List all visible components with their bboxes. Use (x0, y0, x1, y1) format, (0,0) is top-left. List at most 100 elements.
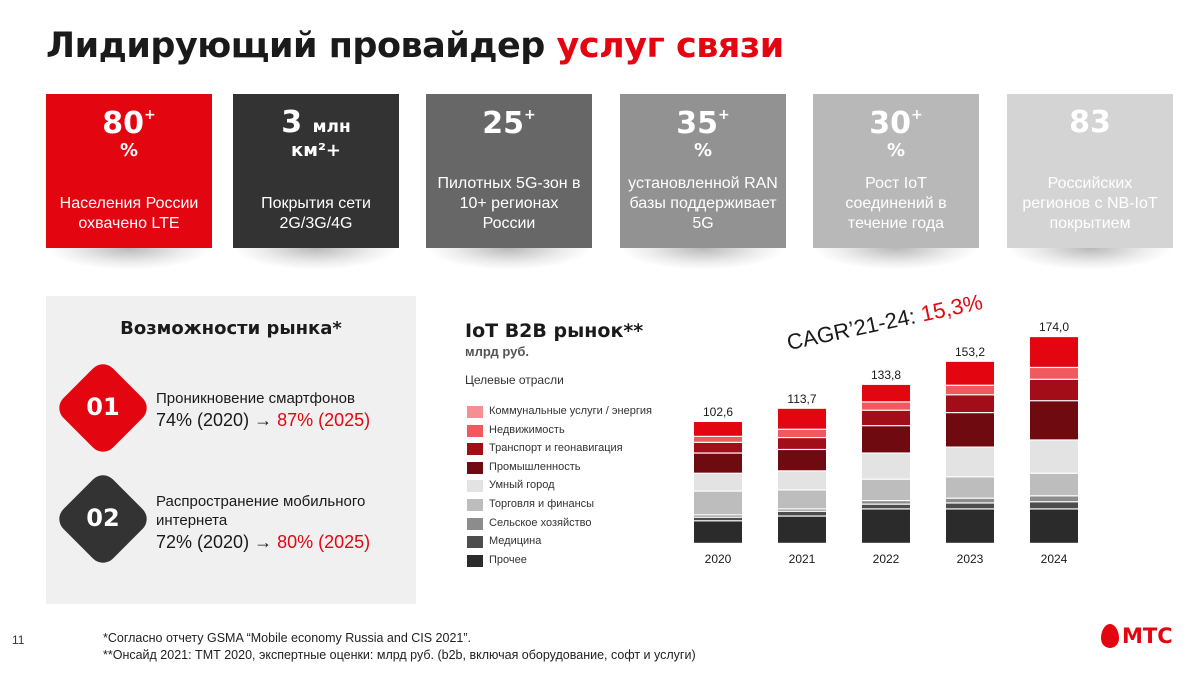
kpi-value: 35+ (620, 108, 786, 139)
legend-label: Умный город (489, 479, 555, 492)
bar-total-label: 153,2 (955, 345, 985, 359)
bar-segment (1030, 379, 1078, 401)
footnote-2: **Онсайд 2021: ТМТ 2020, экспертные оцен… (103, 648, 696, 662)
bar-segment (694, 515, 742, 517)
bar-total-label: 174,0 (1039, 320, 1069, 334)
badge-02: 02 (53, 469, 153, 569)
market-opportunities-panel: Возможности рынка* 01 Проникновение смар… (46, 296, 416, 604)
bar-segment (778, 450, 826, 471)
kpi-description: Пилотных 5G-зон в 10+ регионах России (437, 175, 581, 232)
kpi-plus: + (911, 107, 923, 123)
kpi-suffix: км²+ (291, 140, 341, 161)
footnote-1: *Согласно отчету GSMA “Mobile economy Ru… (103, 631, 471, 645)
kpi-description: Рост IoT соединений в течение года (845, 175, 947, 232)
bar-total-label: 102,6 (703, 405, 733, 419)
bar-segment (1030, 337, 1078, 367)
kpi-card: 25+ Пилотных 5G-зон в 10+ регионах России (426, 94, 592, 248)
title-main: Лидирующий провайдер (46, 26, 545, 66)
bar-segment (1030, 473, 1078, 496)
legend-swatch (467, 480, 483, 493)
kpi-card: 83 Российских регионов с NB-IoT покрытием (1007, 94, 1173, 248)
x-tick-label: 2024 (1041, 552, 1068, 566)
opportunities-title: Возможности рынка* (120, 318, 342, 339)
kpi-card: 30+% Рост IoT соединений в течение года (813, 94, 979, 248)
kpi-number: 25 (482, 106, 524, 141)
legend-label: Транспорт и геонавигация (489, 442, 623, 455)
card-shadow (46, 248, 212, 270)
bar-segment (1030, 368, 1078, 379)
bar-segment (862, 426, 910, 453)
arrow: → (254, 410, 273, 430)
kpi-number: 83 (1069, 105, 1111, 140)
bar-segment (778, 509, 826, 511)
bar-total-label: 133,8 (871, 368, 901, 382)
opportunity-to: 80% (2025) (277, 532, 371, 552)
legend-swatch (467, 498, 483, 511)
bar-segment (778, 429, 826, 437)
logo-text: МТС (1122, 624, 1173, 648)
opportunity-from: 74% (2020) (156, 410, 250, 430)
card-shadow (813, 248, 979, 270)
legend-label: Торговля и финансы (489, 497, 595, 510)
bar-segment (862, 501, 910, 504)
legend-swatch (467, 517, 483, 530)
legend-swatch (467, 424, 483, 437)
card-shadow (620, 248, 786, 270)
legend-label: Недвижимость (489, 423, 565, 436)
opportunity-label: Проникновение смартфонов (156, 390, 355, 407)
legend-title: Целевые отрасли (465, 373, 564, 387)
opportunity-from: 72% (2020) (156, 532, 250, 552)
kpi-number: 80 (102, 106, 144, 141)
opportunity-label: Распространение мобильного интернета (156, 493, 366, 529)
kpi-description: Покрытия сети 2G/3G/4G (261, 195, 371, 232)
bar-segment (946, 385, 994, 395)
kpi-suffix: % (693, 140, 713, 161)
opportunity-item-smartphones: Проникновение смартфонов 74% (2020) → 87… (156, 389, 406, 432)
bar-segment (946, 395, 994, 413)
card-shadow (426, 248, 592, 270)
bar-segment (862, 453, 910, 479)
chart-title: IoT B2B рынок** (465, 320, 644, 342)
bar-segment (946, 413, 994, 447)
bar-segment (778, 408, 826, 429)
bar-segment (862, 504, 910, 509)
kpi-value: 80+ (46, 108, 212, 139)
badge-label: 01 (86, 393, 120, 421)
kpi-value: 25+ (426, 108, 592, 139)
bar-segment (694, 491, 742, 515)
bar-segment (694, 473, 742, 491)
chart-subtitle: млрд руб. (465, 344, 529, 359)
bar-segment (694, 442, 742, 453)
bar-segment (778, 471, 826, 490)
bar-segment (946, 509, 994, 543)
kpi-plus: + (718, 107, 730, 123)
bar-segment (1030, 401, 1078, 440)
bar-segment (694, 437, 742, 442)
bar-segment (1030, 509, 1078, 543)
mts-logo: МТС (1101, 624, 1173, 648)
legend-label: Прочее (489, 553, 527, 566)
legend-swatch (467, 461, 483, 474)
kpi-description: Населения России охвачено LTE (59, 195, 199, 232)
legend-swatch (467, 443, 483, 456)
bar-segment (946, 498, 994, 503)
kpi-value: 3 млн (233, 108, 399, 138)
egg-icon (1101, 624, 1119, 648)
kpi-value: 83 (1007, 108, 1173, 138)
arrow: → (254, 532, 273, 552)
legend-swatch (467, 406, 483, 418)
bar-segment (1030, 440, 1078, 473)
kpi-value: 30+ (813, 108, 979, 139)
kpi-card: 80+% Населения России охвачено LTE (46, 94, 212, 248)
kpi-unit: млн (312, 117, 351, 137)
bar-segment (694, 422, 742, 436)
bar-segment (694, 517, 742, 521)
legend-label: Коммунальные услуги / энергия (489, 405, 652, 417)
bar-segment (946, 447, 994, 477)
card-shadow (233, 248, 399, 270)
page-number: 11 (12, 633, 25, 647)
bar-segment (946, 503, 994, 509)
x-tick-label: 2020 (705, 552, 732, 566)
legend-label: Сельское хозяйство (489, 516, 592, 529)
title-accent: услуг связи (556, 26, 785, 66)
